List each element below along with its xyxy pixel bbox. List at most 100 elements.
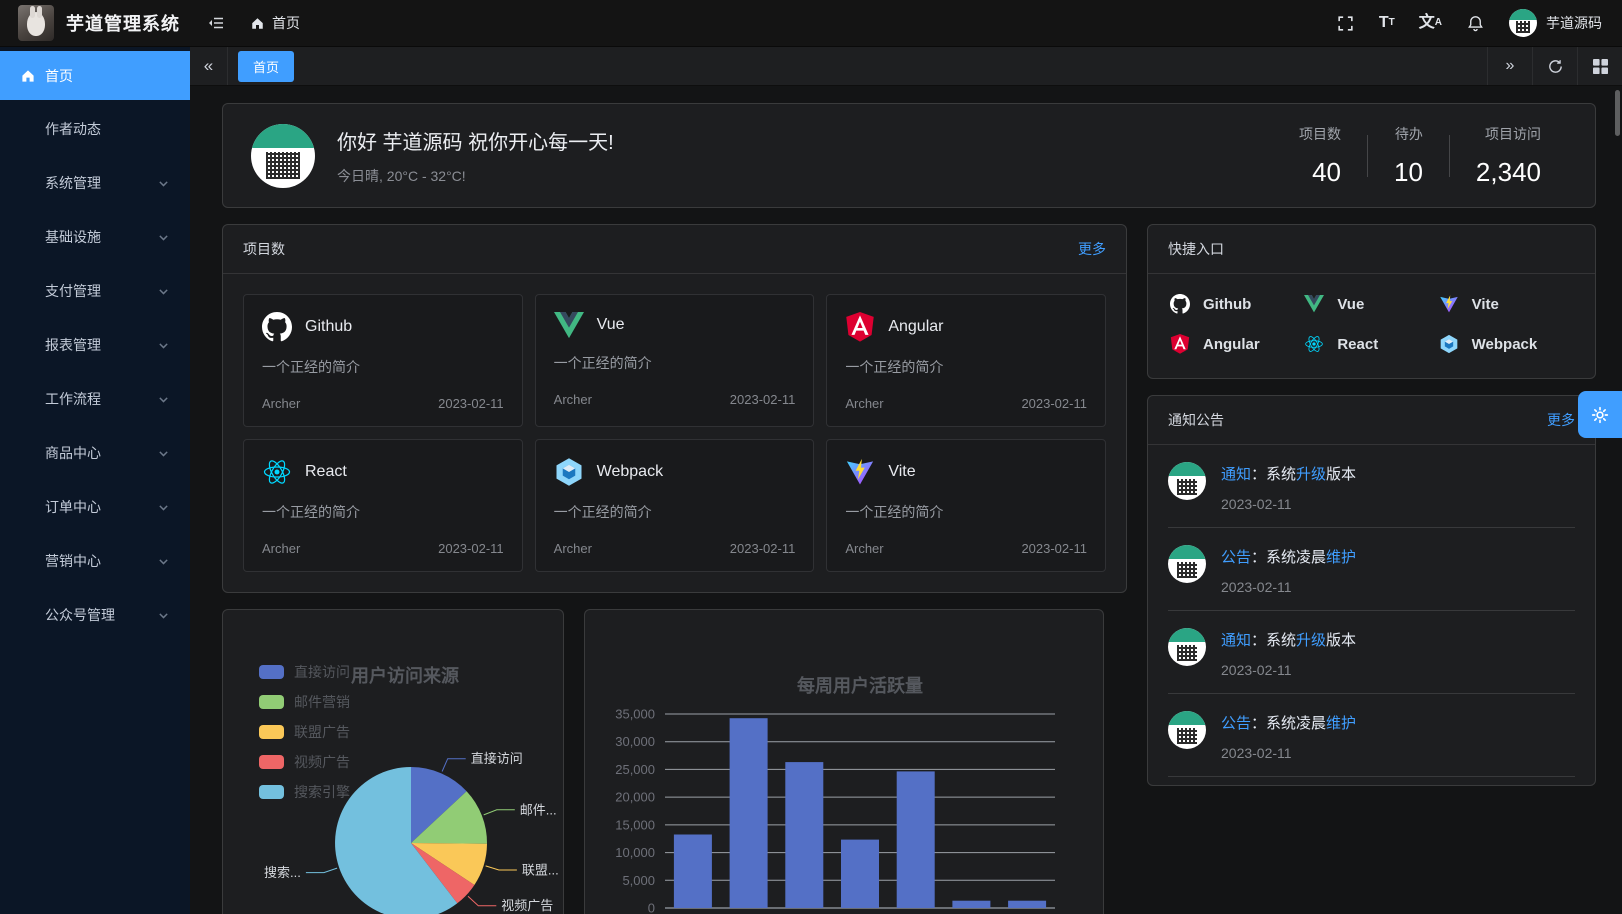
project-desc: 一个正经的简介	[262, 504, 360, 520]
notice-title: 公告：系统凌晨维护	[1221, 715, 1357, 732]
shortcuts-card: 快捷入口 Github Vue Vite Angular React Webpack	[1147, 224, 1596, 379]
pie-slice-video-ads[interactable]	[411, 843, 475, 904]
welcome-avatar	[251, 123, 315, 188]
shortcut-webpack[interactable]: Webpack	[1439, 334, 1573, 354]
project-date: 2023-02-11	[1021, 396, 1087, 411]
legend-item-union-ads[interactable]: 联盟广告	[259, 722, 350, 742]
notice-item-0[interactable]: 通知：系统升级版本 2023-02-11	[1168, 445, 1575, 528]
legend-item-direct[interactable]: 直接访问	[259, 662, 350, 682]
legend-label: 直接访问	[294, 664, 350, 680]
project-card-github[interactable]: Github 一个正经的简介 Archer 2023-02-11	[243, 294, 523, 427]
sidebar-item-home[interactable]: 首页	[0, 51, 190, 100]
projects-more-link[interactable]: 更多	[1078, 241, 1106, 257]
greeting-text: 你好 芋道源码 祝你开心每一天!	[337, 131, 614, 154]
notice-date: 2023-02-11	[1221, 745, 1292, 761]
tabs-collapse-icon[interactable]: «	[190, 47, 228, 85]
sidebar-item-infrastructure[interactable]: 基础设施	[0, 212, 190, 262]
vue-icon	[1304, 295, 1325, 313]
shortcut-label: Webpack	[1471, 335, 1538, 353]
legend-item-video-ads[interactable]: 视频广告	[259, 752, 350, 772]
y-tick-label: 25,000	[615, 762, 655, 777]
y-tick-label: 35,000	[615, 707, 655, 722]
stat-label: 项目数	[1299, 125, 1341, 142]
pie-slice-direct[interactable]	[411, 767, 467, 843]
chevron-down-icon	[157, 231, 170, 244]
gear-icon	[1590, 405, 1610, 425]
sidebar-item-system-mgmt[interactable]: 系统管理	[0, 158, 190, 208]
tab-首页[interactable]: 首页	[238, 50, 295, 82]
notice-item-2[interactable]: 通知：系统升级版本 2023-02-11	[1168, 611, 1575, 694]
scrollbar-thumb[interactable]	[1615, 90, 1620, 136]
sidebar-item-author-news[interactable]: 作者动态	[0, 104, 190, 154]
project-card-vite[interactable]: Vite 一个正经的简介 Archer 2023-02-11	[826, 439, 1106, 572]
shortcut-label: Vite	[1471, 295, 1499, 313]
user-menu[interactable]: 芋道源码	[1509, 9, 1602, 37]
pie-slice-union-ads[interactable]	[411, 843, 487, 885]
sidebar-item-marketing-center[interactable]: 营销中心	[0, 536, 190, 586]
notice-date: 2023-02-11	[1221, 579, 1292, 595]
legend-item-email[interactable]: 邮件营销	[259, 692, 350, 712]
project-card-react[interactable]: React 一个正经的简介 Archer 2023-02-11	[243, 439, 523, 572]
bar-col-2[interactable]	[785, 762, 824, 908]
pie-chart-title: 用户访问来源	[351, 666, 459, 686]
webpack-icon	[1439, 334, 1459, 354]
project-card-vue[interactable]: Vue 一个正经的简介 Archer 2023-02-11	[534, 294, 815, 427]
fullscreen-icon[interactable]	[1336, 14, 1355, 33]
sidebar-item-order-center[interactable]: 订单中心	[0, 482, 190, 532]
project-author: Archer	[262, 541, 301, 556]
shortcut-react[interactable]: React	[1304, 334, 1438, 354]
bar-col-0[interactable]	[673, 834, 712, 909]
chevron-down-icon	[157, 339, 170, 352]
notices-card: 通知公告 更多 通知：系统升级版本 2023-02-11 公告：系统凌晨维护 2023…	[1147, 395, 1596, 786]
refresh-icon[interactable]	[1532, 47, 1577, 85]
legend-label: 视频广告	[294, 754, 350, 770]
legend-item-search-engine[interactable]: 搜索引擎	[259, 782, 350, 802]
shortcut-vue[interactable]: Vue	[1304, 294, 1438, 314]
breadcrumb[interactable]: 首页	[250, 13, 300, 33]
project-name: Webpack	[596, 463, 664, 480]
bar-col-4[interactable]	[896, 771, 935, 908]
shortcut-github[interactable]: Github	[1170, 294, 1304, 314]
project-author: Archer	[262, 396, 301, 411]
pie-slice-search-engine[interactable]	[335, 767, 458, 914]
sidebar-item-label: 系统管理	[45, 175, 101, 191]
notification-bell-icon[interactable]	[1466, 14, 1485, 33]
project-date: 2023-02-11	[1021, 541, 1087, 556]
sidebar-item-product-center[interactable]: 商品中心	[0, 428, 190, 478]
bar-col-1[interactable]	[729, 718, 768, 908]
project-card-webpack[interactable]: Webpack 一个正经的简介 Archer 2023-02-11	[534, 439, 815, 572]
sidebar-item-report-mgmt[interactable]: 报表管理	[0, 320, 190, 370]
bar-col-6[interactable]	[1008, 900, 1047, 908]
app-title: 芋道管理系统	[66, 14, 180, 34]
notice-item-1[interactable]: 公告：系统凌晨维护 2023-02-11	[1168, 528, 1575, 611]
tabs-scroll-right-icon[interactable]: »	[1487, 47, 1532, 85]
project-desc: 一个正经的简介	[845, 359, 944, 375]
sidebar-item-payment-mgmt[interactable]: 支付管理	[0, 266, 190, 316]
pie-slice-email[interactable]	[411, 791, 488, 844]
sidebar-item-mp-mgmt[interactable]: 公众号管理	[0, 590, 190, 640]
vite-icon	[845, 457, 875, 487]
stat-divider	[1367, 134, 1368, 177]
shortcut-vite[interactable]: Vite	[1439, 294, 1573, 314]
sidebar: 首页 作者动态系统管理基础设施 支付管理 报表管理 工作流程 商品中心 订单中心 营销中心 公众…	[0, 47, 190, 914]
home-icon	[20, 68, 36, 84]
layout-grid-icon[interactable]	[1577, 47, 1622, 85]
notice-item-3[interactable]: 公告：系统凌晨维护 2023-02-11	[1168, 694, 1575, 777]
webpack-icon	[554, 457, 584, 487]
chevron-down-icon	[157, 555, 170, 568]
notice-avatar	[1168, 462, 1206, 500]
settings-gear-button[interactable]	[1578, 391, 1622, 438]
y-tick-label: 20,000	[615, 790, 655, 805]
chevron-down-icon	[157, 177, 170, 190]
bar-col-3[interactable]	[841, 839, 879, 908]
notices-more-link[interactable]: 更多	[1547, 412, 1575, 428]
bar-col-5[interactable]	[952, 900, 991, 908]
shortcut-angular[interactable]: Angular	[1170, 334, 1304, 354]
home-icon	[250, 16, 265, 31]
menu-fold-icon[interactable]	[206, 13, 226, 33]
sidebar-item-workflow[interactable]: 工作流程	[0, 374, 190, 424]
project-card-angular[interactable]: Angular 一个正经的简介 Archer 2023-02-11	[826, 294, 1106, 427]
